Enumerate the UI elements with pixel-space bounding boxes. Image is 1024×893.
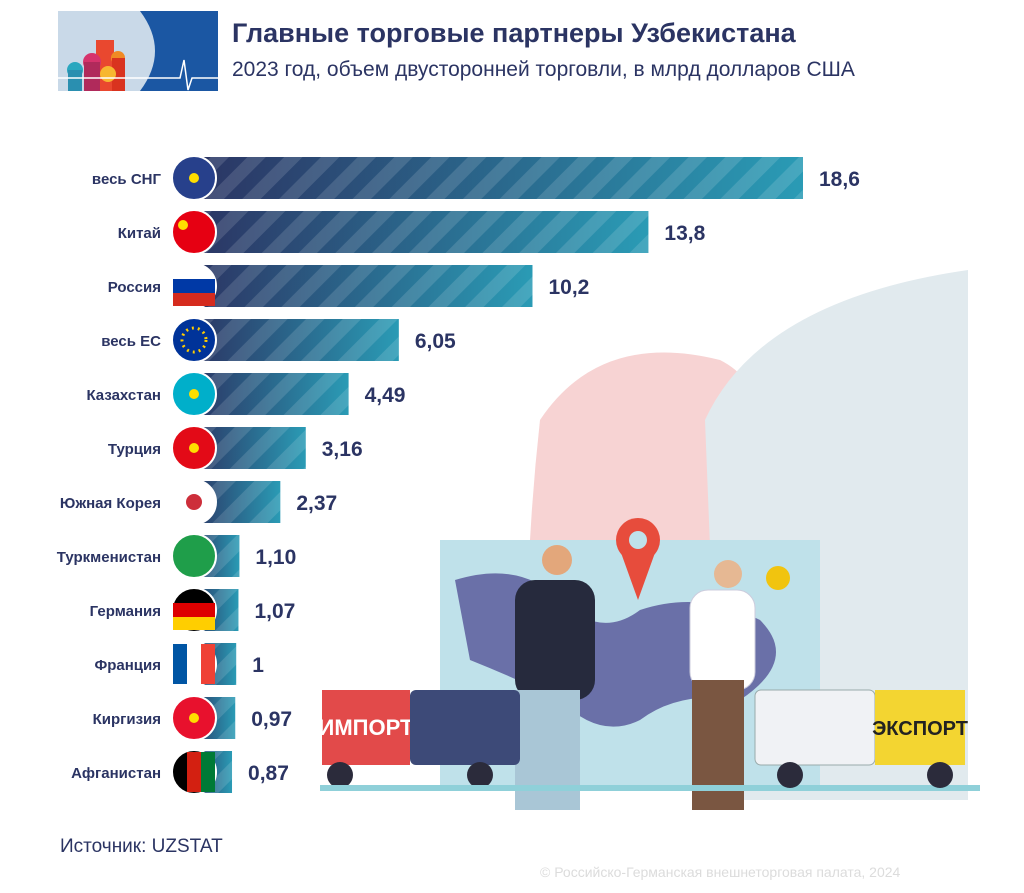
data-label: 10,2	[548, 276, 589, 299]
china-flag-icon	[171, 209, 217, 255]
copyright: © Российско-Германская внешнеторговая па…	[540, 864, 901, 880]
category-label: Афганистан	[71, 765, 161, 782]
bar-stripes	[190, 265, 533, 307]
data-label: 0,97	[251, 708, 292, 731]
category-label: Казахстан	[86, 387, 161, 404]
category-label: Россия	[108, 279, 161, 296]
bar-stripes	[190, 157, 803, 199]
bar-row: весь ЕС 6,05	[101, 317, 456, 363]
category-label: Франция	[94, 657, 161, 674]
logo	[58, 11, 218, 91]
category-label: Германия	[90, 603, 161, 620]
bar-stripes	[190, 211, 649, 253]
data-label: 18,6	[819, 168, 860, 191]
bar-row: Афганистан 0,87	[71, 749, 289, 795]
category-label: Турция	[108, 441, 161, 458]
bar-row: Туркменистан 1,10	[57, 533, 296, 579]
data-label: 1	[252, 654, 264, 677]
data-label: 3,16	[322, 438, 363, 461]
data-label: 4,49	[365, 384, 406, 407]
bar-row: Южная Корея 2,37	[60, 479, 337, 525]
category-label: весь СНГ	[92, 171, 162, 188]
category-label: Китай	[118, 225, 161, 242]
bar-row: весь СНГ 18,6	[92, 155, 860, 201]
data-label: 6,05	[415, 330, 456, 353]
chart-title: Главные торговые партнеры Узбекистана	[232, 18, 796, 48]
data-label: 0,87	[248, 762, 289, 785]
data-label: 2,37	[296, 492, 337, 515]
data-label: 13,8	[664, 222, 705, 245]
category-label: Южная Корея	[60, 495, 161, 512]
bar-stripes	[190, 319, 399, 361]
source-note: Источник: UZSTAT	[60, 836, 223, 857]
category-label: Киргизия	[93, 711, 161, 728]
turkmenistan-flag-icon	[171, 533, 217, 579]
export-label: ЭКСПОРТ	[872, 718, 968, 740]
category-label: весь ЕС	[101, 333, 161, 350]
bar-row: Германия 1,07	[90, 587, 295, 633]
eu-flag-icon	[171, 317, 217, 363]
data-label: 1,10	[255, 546, 296, 569]
bar-row: Россия 10,2	[108, 263, 589, 309]
bar-row: Киргизия 0,97	[93, 695, 292, 741]
bar-row: Франция 1	[94, 641, 264, 687]
bar-row: Турция 3,16	[108, 425, 363, 471]
data-label: 1,07	[254, 600, 295, 623]
bar-row: Казахстан 4,49	[86, 371, 406, 417]
import-label: ИМПОРТ	[319, 715, 414, 740]
category-label: Туркменистан	[57, 549, 161, 566]
bar-row: Китай 13,8	[118, 209, 706, 255]
chart-subtitle: 2023 год, объем двусторонней торговли, в…	[232, 58, 855, 81]
